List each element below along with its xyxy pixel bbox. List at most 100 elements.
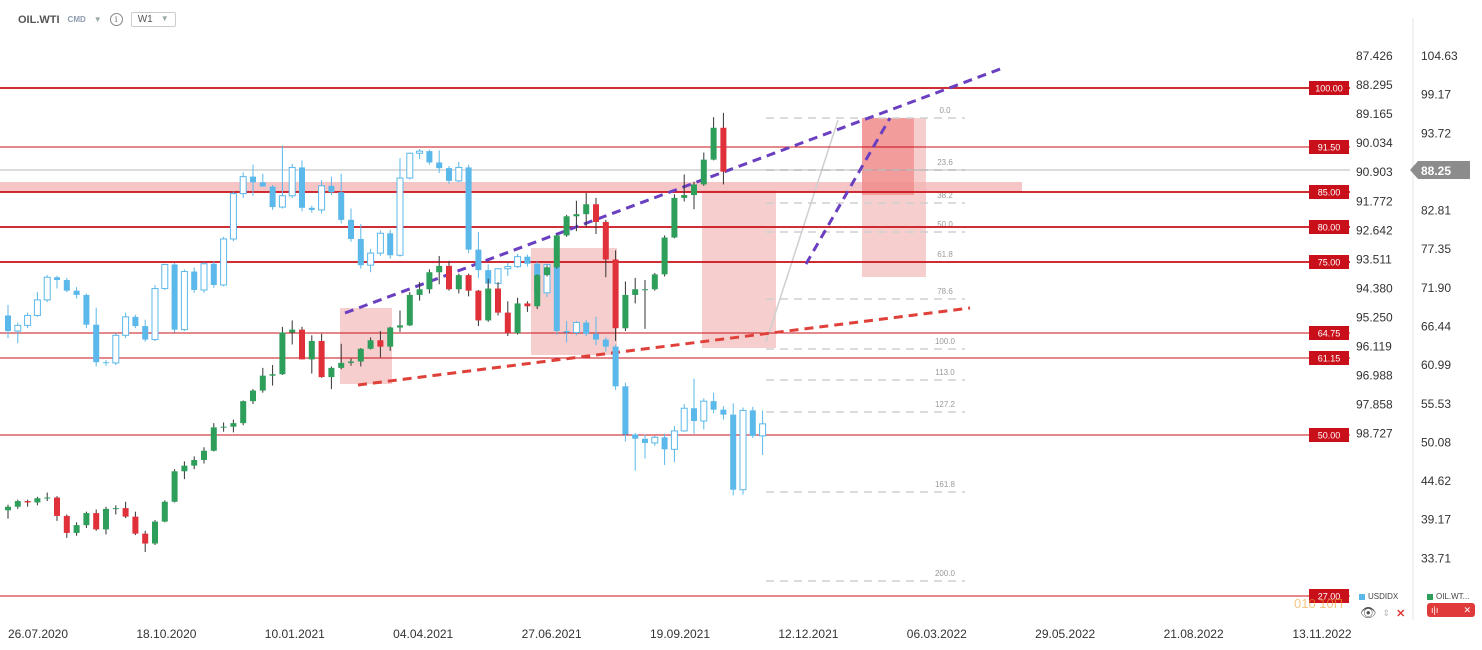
timeframe-select[interactable]: W1 ▼	[130, 12, 176, 27]
close-icon[interactable]: ✕	[1396, 607, 1406, 620]
fib-anchor-line	[765, 119, 839, 343]
oil-candle-body	[269, 374, 276, 376]
lower-trendline	[357, 306, 971, 387]
usd-candle-body	[602, 339, 609, 347]
oil-candle-body	[73, 525, 80, 533]
usd-candle-body	[543, 263, 551, 294]
usd-candle-body	[33, 299, 41, 316]
usd-candle-body	[278, 195, 286, 208]
oil-candle-body	[700, 159, 707, 185]
symbol-label[interactable]: OIL.WTI	[18, 13, 60, 26]
oil-candle-body	[328, 367, 335, 378]
oil-candle-body	[5, 506, 11, 511]
y-tick-inner: 96.988	[1356, 369, 1393, 383]
y-tick-outer: 104.63	[1421, 49, 1458, 63]
level-label: 91.50	[1318, 143, 1341, 153]
usd-candle-body	[112, 334, 120, 364]
oil-candle-body	[671, 197, 678, 238]
oil-candle-body	[338, 362, 345, 368]
level-label: 100.00	[1315, 84, 1343, 94]
oil-candle-body	[642, 289, 648, 291]
usd-candle-body	[299, 167, 305, 208]
close-icon[interactable]: ✕	[1463, 604, 1471, 615]
usd-candle-body	[54, 277, 60, 281]
oil-candle-body	[583, 204, 590, 215]
usd-candle-body	[5, 315, 11, 332]
oil-candle-body	[142, 533, 149, 544]
oil-candle-body	[524, 303, 531, 307]
usd-candle-body	[171, 264, 178, 330]
eye-icon[interactable]: 👁	[1360, 605, 1377, 620]
oil-candle-body	[34, 498, 41, 503]
level-label: 80.00	[1318, 223, 1341, 233]
usd-candle-body	[220, 238, 228, 286]
oil-candle-body	[573, 214, 580, 217]
candles-icon: ı|ı	[1431, 605, 1439, 615]
y-tick-outer: 66.44	[1421, 319, 1451, 333]
oil-candle-body	[112, 508, 119, 510]
usd-candle-body	[357, 238, 364, 266]
y-tick-outer: 50.08	[1421, 435, 1451, 449]
oil-candle-body	[426, 272, 433, 290]
y-tick-outer: 82.81	[1421, 204, 1451, 218]
usd-candle-body	[416, 150, 424, 154]
info-icon[interactable]: i	[109, 13, 123, 26]
level-label: 27.00	[1318, 592, 1341, 602]
watermark: 010 10П	[1294, 596, 1344, 611]
usd-candle-body	[446, 168, 452, 181]
trendlines-layer	[344, 66, 1004, 387]
level-badge	[1309, 326, 1349, 340]
oil-candle-body	[210, 427, 217, 451]
y-tick-inner: 88.295	[1356, 78, 1393, 92]
oil-candle-body	[289, 329, 296, 333]
usd-candle-body	[376, 232, 384, 254]
legend-usdidx[interactable]: USDIDX	[1359, 592, 1398, 601]
level-label: 50.00	[1318, 431, 1341, 441]
timeframe-value: W1	[137, 14, 153, 25]
oil-candle-body	[54, 497, 60, 516]
usd-candle-body	[122, 316, 130, 336]
oil-candle-body	[406, 294, 413, 326]
usd-candle-body	[348, 219, 354, 239]
usd-candle-body	[161, 263, 169, 290]
usdidx-controls: 👁 ⇕ ✕	[1360, 605, 1405, 621]
chevron-down-icon[interactable]: ▼	[93, 15, 102, 24]
oil-candle-body	[465, 275, 472, 291]
legend-oil[interactable]: OIL.WT...	[1427, 592, 1469, 601]
oil-series-button[interactable]: ı|ı ✕	[1427, 603, 1475, 617]
y-tick-inner: 90.034	[1356, 136, 1393, 150]
sort-icon[interactable]: ⇕	[1382, 607, 1391, 618]
oil-candle-body	[367, 340, 374, 349]
level-label: 75.00	[1318, 258, 1341, 268]
oil-candle-body	[230, 423, 237, 427]
usd-candle-body	[514, 256, 522, 268]
usd-candle-body	[622, 386, 629, 435]
level-badge	[1309, 220, 1349, 234]
instrument-type: CMD	[67, 15, 86, 24]
usd-candle-body	[642, 438, 648, 443]
usdidx-series	[5, 145, 767, 496]
usd-candle-body	[43, 276, 51, 301]
y-tick-outer: 60.99	[1421, 358, 1451, 372]
oil-candle-body	[24, 501, 31, 503]
axes-layer: 26.07.2020 18.10.2020 10.01.2021 04.04.2021…	[8, 18, 1470, 641]
oil-series	[5, 112, 727, 553]
oil-candle-body	[504, 312, 511, 334]
usd-candle-body	[455, 166, 463, 182]
oil-candle-body	[397, 325, 403, 328]
usd-candle-body	[583, 322, 590, 334]
usd-candle-body	[670, 430, 678, 450]
oil-candle-body	[259, 375, 266, 391]
level-label: 64.75	[1318, 329, 1341, 339]
oil-candle-body	[416, 289, 423, 295]
resistance-zone	[0, 182, 1022, 192]
oil-candle-body	[201, 450, 207, 460]
usd-candle-body	[485, 270, 492, 284]
oil-candle-body	[63, 515, 70, 533]
usd-candle-body	[250, 176, 256, 183]
chevron-down-icon: ▼	[160, 14, 169, 23]
x-tick-label: 12.12.2021	[778, 627, 838, 641]
oil-candle-body	[632, 289, 639, 295]
oil-candle-body	[485, 288, 492, 321]
